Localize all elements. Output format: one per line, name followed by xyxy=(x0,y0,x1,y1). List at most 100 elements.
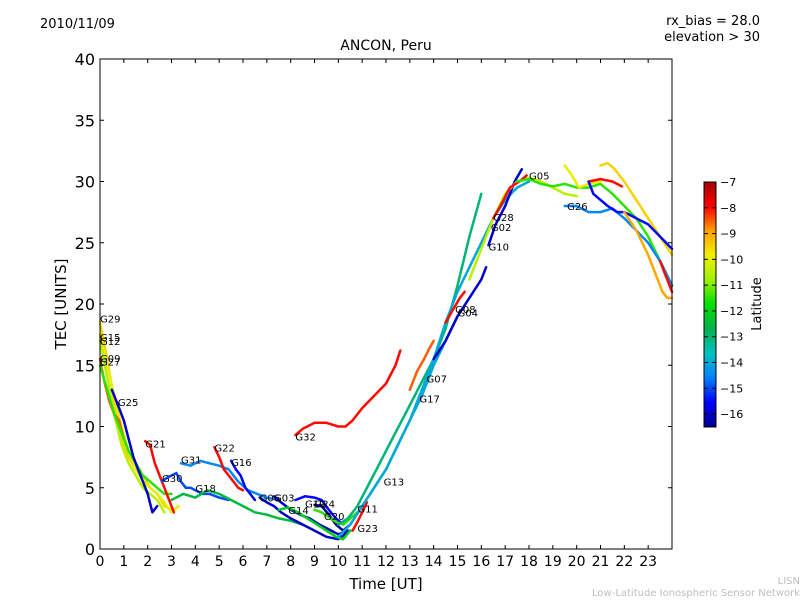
prn-label: G02 xyxy=(491,223,511,234)
prn-label: G26 xyxy=(567,202,587,213)
series-line-g17 xyxy=(337,315,459,539)
y-axis: 0 5 10 15 20 25 30 35 40 xyxy=(75,50,672,559)
y-tick-label: 0 xyxy=(85,540,95,559)
prn-label: G04 xyxy=(458,309,478,320)
x-tick-label: 1 xyxy=(119,554,128,570)
date-label: 2010/11/09 xyxy=(40,17,115,32)
colorbar-tick-label: −11 xyxy=(720,279,743,292)
series-line-g08 xyxy=(444,290,466,324)
prn-label: G09 xyxy=(100,354,120,365)
y-tick-label: 40 xyxy=(75,50,95,69)
prn-label: G16 xyxy=(231,458,251,469)
series-line-g20 xyxy=(313,508,359,526)
x-axis-label: Time [UT] xyxy=(348,575,422,593)
prn-label: G18 xyxy=(195,484,215,495)
x-tick-label: 8 xyxy=(286,554,295,570)
prn-label: G14 xyxy=(288,506,308,517)
series-line-g11 xyxy=(337,192,483,526)
prn-labels: G29G15G12G09G27G25G21G30G31G22G16G18G06G… xyxy=(100,171,588,535)
colorbar-tick-label: −14 xyxy=(720,357,743,370)
prn-label: G28 xyxy=(493,213,513,224)
series-line-g07 xyxy=(408,339,435,392)
rx-bias-label: rx_bias = 28.0 xyxy=(666,14,760,29)
series-line-g22 xyxy=(213,446,245,492)
series-line-g14 xyxy=(277,506,352,541)
y-tick-label: 5 xyxy=(85,479,95,498)
colorbar-tick-label: −16 xyxy=(720,408,743,421)
prn-label: G32 xyxy=(295,432,315,443)
x-tick-label: 18 xyxy=(520,554,538,570)
prn-label: G23 xyxy=(357,524,377,535)
prn-label: G31 xyxy=(181,456,201,467)
series-layer xyxy=(98,161,674,541)
colorbar-tick-label: −12 xyxy=(720,305,743,318)
elevation-label: elevation > 30 xyxy=(664,30,760,45)
x-tick-label: 4 xyxy=(191,554,200,570)
series-line-g32 xyxy=(294,349,402,437)
prn-label: G11 xyxy=(357,505,377,516)
series-line-g06 xyxy=(258,496,352,541)
chart-title: ANCON, Peru xyxy=(340,38,432,54)
x-tick-label: 22 xyxy=(615,554,633,570)
prn-label: G15 xyxy=(100,333,120,344)
x-tick-label: 3 xyxy=(167,554,176,570)
colorbar-gradient xyxy=(703,181,717,428)
x-tick-label: 12 xyxy=(377,554,395,570)
settings-readout: rx_bias = 28.0 elevation > 30 xyxy=(664,14,760,46)
prn-label: G05 xyxy=(529,171,549,182)
y-tick-label: 10 xyxy=(75,418,95,437)
prn-label: G03 xyxy=(274,494,294,505)
x-tick-label: 10 xyxy=(329,554,347,570)
x-tick-label: 23 xyxy=(639,554,657,570)
prn-label: G21 xyxy=(145,440,165,451)
colorbar-label: Latitude xyxy=(750,277,765,331)
prn-label: G13 xyxy=(384,478,404,489)
prn-label: G29 xyxy=(100,315,120,326)
colorbar-tick-label: −7 xyxy=(720,176,736,189)
latitude-colorbar: −7 −8 −9 −10 −11 −12 −13 −14 −15 −16 Latitude xyxy=(703,176,765,428)
series-line-g30b xyxy=(587,177,624,188)
series-line-g10 xyxy=(487,168,524,247)
colorbar-tick-label: −10 xyxy=(720,253,743,266)
colorbar-tick-label: −9 xyxy=(720,228,736,241)
x-tick-label: 11 xyxy=(353,554,371,570)
x-tick-label: 16 xyxy=(472,554,490,570)
y-tick-label: 30 xyxy=(75,173,95,192)
series-line-g02 xyxy=(468,176,578,281)
y-tick-label: 25 xyxy=(75,234,95,253)
prn-label: G06 xyxy=(260,494,280,505)
x-tick-label: 0 xyxy=(96,554,105,570)
x-tick-label: 15 xyxy=(449,554,467,570)
series-line-g31 xyxy=(179,459,281,502)
footer-lisn: LISN xyxy=(777,576,800,587)
y-axis-label: TEC [UNITS] xyxy=(52,259,70,351)
series-line-g25 xyxy=(110,388,159,514)
series-line-g16 xyxy=(229,459,257,502)
x-tick-label: 17 xyxy=(496,554,514,570)
x-axis: 0 1 2 3 4 5 6 7 8 9 10 11 12 13 14 15 16 17 18 19 20 21 22 23 xyxy=(96,59,657,570)
series-line-g18 xyxy=(170,488,304,526)
series-line-g04 xyxy=(432,266,488,361)
series-line-g12 xyxy=(98,339,166,514)
series-line-g16b xyxy=(563,164,602,189)
x-tick-label: 20 xyxy=(568,554,586,570)
y-tick-label: 35 xyxy=(75,111,95,130)
plot-frame xyxy=(99,58,673,550)
x-tick-label: 19 xyxy=(544,554,562,570)
prn-label: G27 xyxy=(100,358,120,369)
series-line-g21b xyxy=(658,259,674,294)
footer-credit: LISN Low-Latitude Ionospheric Sensor Net… xyxy=(592,576,800,600)
colorbar-tick-label: −13 xyxy=(720,331,743,344)
colorbar-ticks: −7 −8 −9 −10 −11 −12 −13 −14 −15 −16 xyxy=(704,176,743,421)
prn-label: G24 xyxy=(315,500,335,511)
series-line-g05 xyxy=(515,177,674,287)
prn-label: G25 xyxy=(118,398,138,409)
series-line-g21 xyxy=(144,439,176,514)
series-line-g20b xyxy=(623,210,674,300)
y-tick-label: 15 xyxy=(75,356,95,375)
series-line-g22b xyxy=(587,180,674,251)
y-tick-label: 20 xyxy=(75,295,95,314)
colorbar-tick-label: −15 xyxy=(720,382,743,395)
prn-label: G22 xyxy=(214,443,234,454)
